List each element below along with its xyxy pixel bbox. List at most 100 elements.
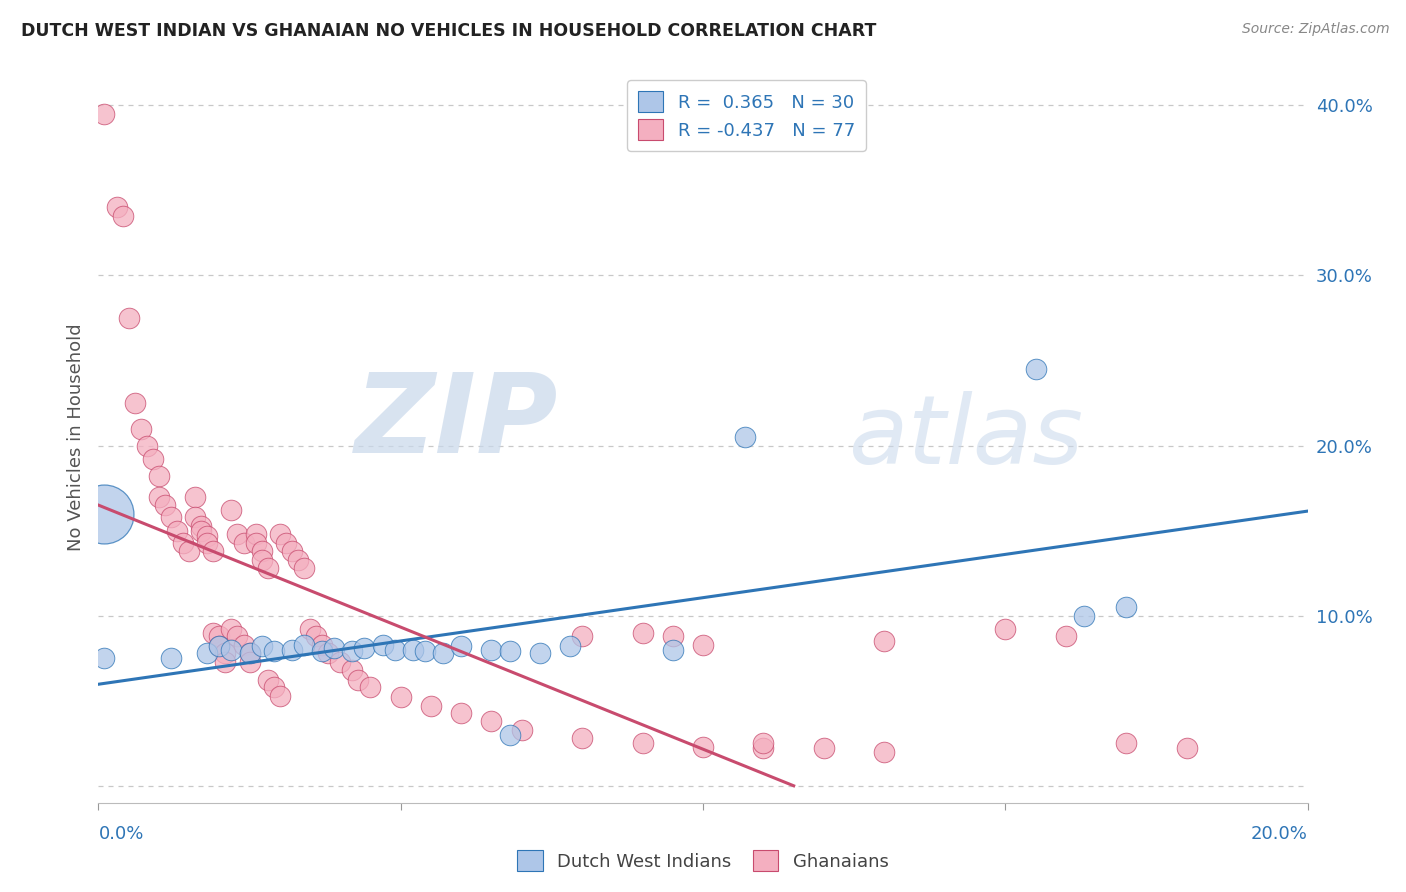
Point xyxy=(274,535,297,549)
Point xyxy=(1115,600,1137,615)
Point xyxy=(263,644,285,658)
Point xyxy=(202,544,225,558)
Point xyxy=(571,629,593,643)
Point xyxy=(135,439,157,453)
Point xyxy=(360,680,382,694)
Point xyxy=(208,640,231,654)
Point xyxy=(250,544,273,558)
Point xyxy=(214,646,236,660)
Point xyxy=(384,642,406,657)
Legend: R =  0.365   N = 30, R = -0.437   N = 77: R = 0.365 N = 30, R = -0.437 N = 77 xyxy=(627,80,866,151)
Point xyxy=(124,396,146,410)
Point xyxy=(232,535,254,549)
Point xyxy=(692,638,714,652)
Point xyxy=(148,469,170,483)
Point xyxy=(481,714,503,728)
Point xyxy=(311,644,333,658)
Point xyxy=(93,651,115,665)
Point xyxy=(498,644,520,658)
Point xyxy=(118,311,141,326)
Point xyxy=(734,430,756,444)
Point xyxy=(287,552,309,566)
Point xyxy=(208,640,231,654)
Point xyxy=(661,642,683,657)
Point xyxy=(353,640,375,655)
Point xyxy=(142,452,165,467)
Point xyxy=(994,622,1017,636)
Point xyxy=(1024,362,1046,376)
Point xyxy=(245,535,267,549)
Point xyxy=(232,638,254,652)
Point xyxy=(208,629,231,643)
Point xyxy=(571,731,593,746)
Text: 20.0%: 20.0% xyxy=(1251,825,1308,843)
Point xyxy=(347,673,370,688)
Point xyxy=(420,698,443,713)
Point xyxy=(184,490,207,504)
Point xyxy=(1073,608,1095,623)
Point xyxy=(323,640,346,655)
Point xyxy=(153,498,176,512)
Point xyxy=(166,524,188,538)
Point xyxy=(111,209,134,223)
Point xyxy=(692,739,714,754)
Point xyxy=(305,629,328,643)
Point xyxy=(105,201,128,215)
Text: 0.0%: 0.0% xyxy=(98,825,143,843)
Point xyxy=(195,646,218,660)
Point xyxy=(402,642,425,657)
Point xyxy=(172,535,194,549)
Point xyxy=(202,625,225,640)
Point xyxy=(269,689,291,703)
Point xyxy=(389,690,412,705)
Point xyxy=(661,629,683,643)
Point xyxy=(160,510,183,524)
Point xyxy=(873,745,896,759)
Point xyxy=(239,655,262,669)
Point xyxy=(329,655,352,669)
Point xyxy=(129,421,152,435)
Point xyxy=(221,642,243,657)
Point xyxy=(873,634,896,648)
Point xyxy=(160,651,183,665)
Text: atlas: atlas xyxy=(848,391,1083,483)
Point xyxy=(214,655,236,669)
Point xyxy=(179,544,201,558)
Point xyxy=(292,561,315,575)
Point xyxy=(221,622,243,636)
Point xyxy=(239,646,262,660)
Y-axis label: No Vehicles in Household: No Vehicles in Household xyxy=(66,323,84,551)
Point xyxy=(250,640,273,654)
Point xyxy=(752,741,775,756)
Point xyxy=(1054,629,1077,643)
Point xyxy=(631,625,654,640)
Point xyxy=(342,663,364,677)
Point xyxy=(311,638,333,652)
Point xyxy=(281,544,304,558)
Point xyxy=(93,507,115,521)
Point xyxy=(316,646,339,660)
Point xyxy=(269,527,291,541)
Point xyxy=(529,646,551,660)
Point xyxy=(299,622,322,636)
Legend: Dutch West Indians, Ghanaians: Dutch West Indians, Ghanaians xyxy=(510,843,896,879)
Point xyxy=(342,644,364,658)
Point xyxy=(239,646,262,660)
Point xyxy=(450,706,472,720)
Point xyxy=(195,535,218,549)
Point xyxy=(413,644,436,658)
Point xyxy=(752,736,775,750)
Point xyxy=(245,527,267,541)
Point xyxy=(190,518,212,533)
Point xyxy=(195,529,218,543)
Point xyxy=(432,646,454,660)
Point xyxy=(558,640,581,654)
Point xyxy=(498,728,520,742)
Point xyxy=(510,723,533,737)
Point xyxy=(1175,741,1198,756)
Point xyxy=(250,552,273,566)
Text: Source: ZipAtlas.com: Source: ZipAtlas.com xyxy=(1241,22,1389,37)
Point xyxy=(221,503,243,517)
Point xyxy=(148,490,170,504)
Point xyxy=(292,638,315,652)
